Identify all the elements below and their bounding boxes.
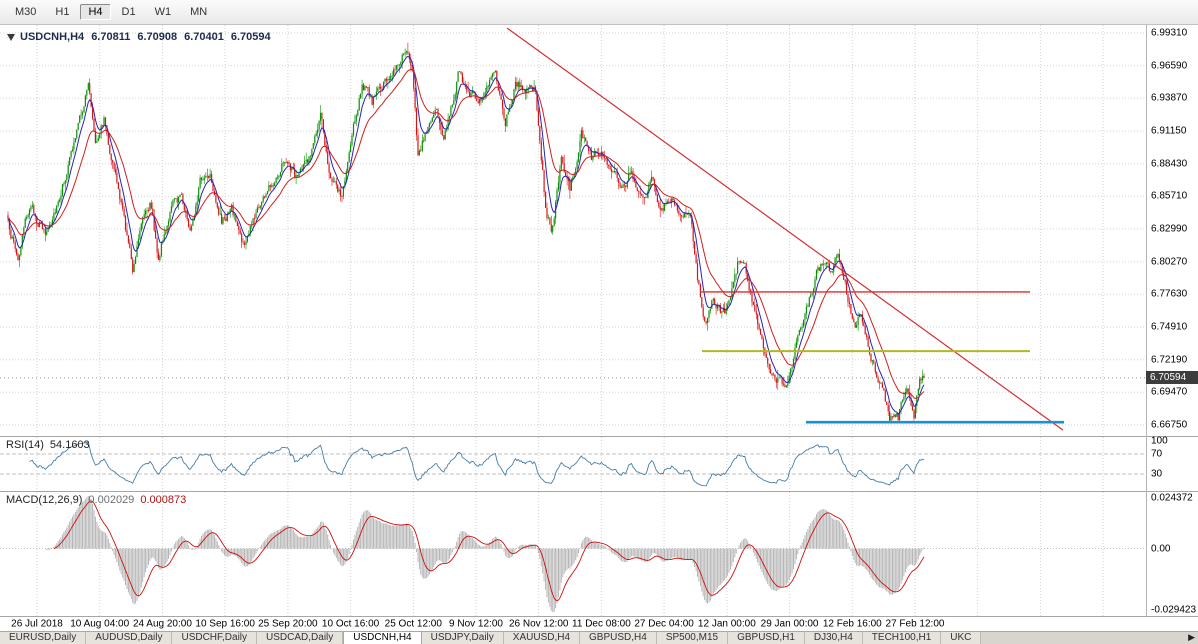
down-candle-wicks xyxy=(7,42,925,422)
symbol-tab-xauusd-h4[interactable]: XAUUSD,H4 xyxy=(503,632,581,644)
symbol-tab-usdcad-daily[interactable]: USDCAD,Daily xyxy=(257,632,344,644)
symbol-tab-audusd-daily[interactable]: AUDUSD,Daily xyxy=(86,632,173,644)
rsi-line xyxy=(29,441,925,487)
symbol-tab-gbpusd-h1[interactable]: GBPUSD,H1 xyxy=(728,632,805,644)
up-candle-bodies xyxy=(11,51,924,421)
timeframe-button-d1[interactable]: D1 xyxy=(121,6,136,18)
symbol-tab-usdcnh-h4[interactable]: USDCNH,H4 xyxy=(343,632,422,644)
down-candle-bodies xyxy=(7,51,925,421)
pane-separator[interactable] xyxy=(0,491,1198,492)
chart-title: USDCNH,H4 6.70811 6.70908 6.70401 6.7059… xyxy=(7,31,271,43)
pane-separator[interactable] xyxy=(0,436,1198,437)
symbol-tab-eurusd-daily[interactable]: EURUSD,Daily xyxy=(0,632,87,644)
timeframe-button-h1[interactable]: H1 xyxy=(55,6,70,18)
ma-fast-line xyxy=(7,55,925,415)
rsi-axis[interactable] xyxy=(1147,437,1198,491)
rsi-name: RSI(14) xyxy=(6,439,44,451)
rsi-value: 54.1603 xyxy=(49,439,90,451)
symbol-tab-sp500-m15[interactable]: SP500,M15 xyxy=(656,632,729,644)
macd-histogram xyxy=(44,496,925,612)
current-price-badge: 6.70594 xyxy=(1146,371,1198,384)
chart-marker-icon xyxy=(7,33,15,41)
symbol-tab-gbpusd-h4[interactable]: GBPUSD,H4 xyxy=(580,632,657,644)
timeframe-toolbar: M30 H1 H4 D1 W1 MN xyxy=(0,0,1198,25)
symbol-tab-ukc[interactable]: UKC xyxy=(941,632,982,644)
timeframe-button-h4[interactable]: H4 xyxy=(80,4,111,20)
symbol-tab-dj30-h4[interactable]: DJ30,H4 xyxy=(804,632,863,644)
chart-symbol-label: USDCNH,H4 xyxy=(20,31,85,43)
price-axis-border xyxy=(1146,25,1147,616)
descending-trendline[interactable] xyxy=(506,27,1064,431)
macd-main-value: 0.002029 xyxy=(88,494,135,506)
symbol-tabbar: EURUSD,Daily AUDUSD,Daily USDCHF,Daily USDC… xyxy=(0,631,1198,644)
timeframe-button-m30[interactable]: M30 xyxy=(15,6,37,18)
macd-name: MACD(12,26,9) xyxy=(6,494,83,506)
price-chart-pane[interactable] xyxy=(0,25,1198,436)
tab-scroll-right-icon[interactable]: ▶ xyxy=(1188,632,1195,642)
ohlc-low: 6.70401 xyxy=(184,31,224,43)
ohlc-high: 6.70908 xyxy=(137,31,178,43)
rsi-pane[interactable] xyxy=(0,437,1198,491)
symbol-tab-usdjpy-daily[interactable]: USDJPY,Daily xyxy=(421,632,504,644)
pane-separator[interactable] xyxy=(0,616,1198,617)
symbol-tab-usdchf-daily[interactable]: USDCHF,Daily xyxy=(172,632,258,644)
grid xyxy=(36,437,1104,491)
up-candle-wicks xyxy=(12,48,923,422)
grid xyxy=(0,25,1146,436)
macd-axis[interactable] xyxy=(1147,492,1198,616)
macd-signal-line xyxy=(53,500,925,602)
ohlc-open: 6.70811 xyxy=(91,31,131,43)
macd-pane[interactable] xyxy=(0,492,1198,616)
time-axis[interactable] xyxy=(0,617,1198,631)
macd-indicator-label: MACD(12,26,9) 0.002029 0.000873 xyxy=(6,494,186,506)
rsi-indicator-label: RSI(14) 54.1603 xyxy=(6,439,90,451)
ohlc-close: 6.70594 xyxy=(230,31,271,43)
timeframe-button-mn[interactable]: MN xyxy=(190,6,208,18)
ma-slow-line xyxy=(7,68,925,400)
macd-signal-value: 0.000873 xyxy=(140,494,187,506)
timeframe-button-w1[interactable]: W1 xyxy=(154,6,172,18)
symbol-tab-tech100-h1[interactable]: TECH100,H1 xyxy=(862,632,942,644)
